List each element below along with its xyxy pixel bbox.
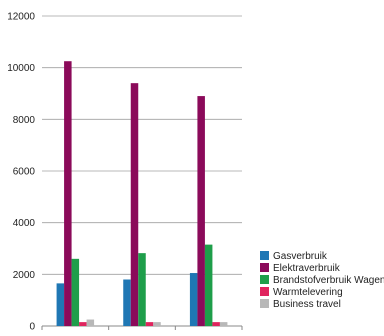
- gridlines: [42, 15, 242, 275]
- bar-gasverbruik: [56, 283, 65, 326]
- bar-gasverbruik: [189, 273, 198, 326]
- bar-business-travel: [153, 322, 161, 326]
- y-tick-label: 4000: [13, 218, 36, 229]
- y-tick-label: 0: [29, 322, 35, 332]
- legend: GasverbruikElektraverbruikBrandstofverbr…: [260, 251, 384, 310]
- y-tick-label: 2000: [13, 270, 36, 281]
- legend-swatch: [260, 251, 269, 260]
- bar-business-travel: [219, 322, 228, 326]
- legend-swatch: [260, 287, 269, 296]
- legend-label: Brandstofverbruik Wagenpark: [273, 275, 384, 286]
- bar-warmtelevering: [79, 322, 87, 326]
- bar-warmtelevering: [212, 322, 220, 326]
- bar-elektraverbruik: [130, 83, 139, 327]
- legend-swatch: [260, 275, 269, 284]
- bar-business-travel: [86, 319, 95, 326]
- bar-warmtelevering: [145, 322, 154, 326]
- y-tick-label: 12000: [7, 12, 35, 23]
- bar-gasverbruik: [123, 279, 131, 326]
- legend-swatch: [260, 263, 269, 272]
- y-tick-label: 8000: [13, 115, 36, 126]
- y-tick-label: 6000: [13, 167, 36, 178]
- bar-brandstofverbruik-wagenpark: [204, 244, 213, 326]
- bars: [56, 61, 228, 327]
- legend-label: Business travel: [273, 299, 341, 310]
- legend-swatch: [260, 299, 269, 308]
- bar-elektraverbruik: [64, 61, 72, 326]
- bar-elektraverbruik: [197, 96, 205, 326]
- legend-label: Gasverbruik: [273, 251, 328, 262]
- bar-brandstofverbruik-wagenpark: [71, 258, 80, 326]
- y-tick-label: 10000: [7, 63, 35, 74]
- legend-label: Warmtelevering: [273, 287, 343, 298]
- legend-label: Elektraverbruik: [273, 263, 341, 274]
- bar-brandstofverbruik-wagenpark: [138, 253, 146, 326]
